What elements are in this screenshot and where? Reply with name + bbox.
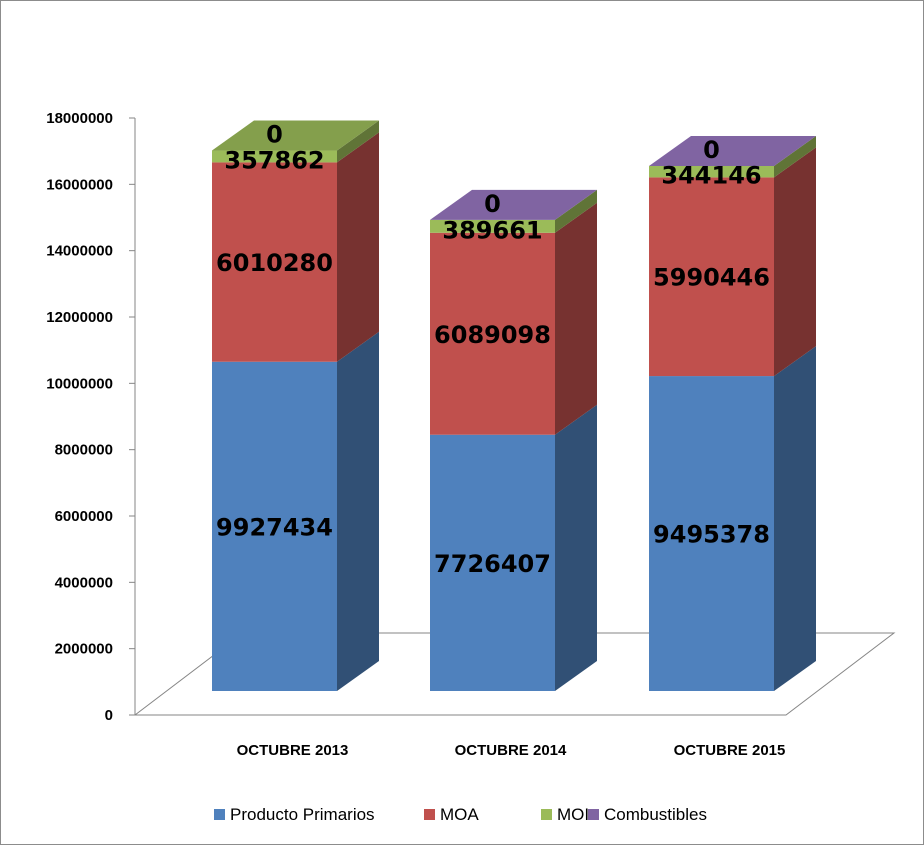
bar-segment-side — [774, 135, 816, 178]
data-label: 357862 — [224, 146, 324, 174]
legend: Producto Primarios MOA MOI Combustibles — [214, 805, 707, 824]
legend-swatch — [588, 809, 599, 820]
bar-top — [430, 189, 597, 220]
bar-segment-side — [774, 147, 816, 377]
bar-segment — [430, 232, 555, 435]
bar-top — [212, 120, 379, 151]
y-tick-label: 6000000 — [55, 508, 113, 525]
y-tick-label: 4000000 — [55, 574, 113, 591]
data-label: 0 — [484, 190, 501, 218]
bar-segment-side — [337, 331, 379, 691]
data-label: 9495378 — [653, 521, 770, 549]
bar-segment-side — [555, 404, 597, 691]
legend-swatch — [214, 809, 225, 820]
y-tick-label: 0 — [105, 707, 113, 724]
y-tick-label: 12000000 — [46, 309, 113, 326]
data-label: 389661 — [442, 216, 542, 244]
bar-segment — [430, 434, 555, 691]
bar-top — [649, 135, 816, 166]
data-label: 6089098 — [434, 321, 551, 349]
bar-segment-side — [337, 120, 379, 163]
legend-swatch — [541, 809, 552, 820]
bar-segment-side — [555, 202, 597, 435]
data-label: 344146 — [661, 162, 761, 190]
data-label: 6010280 — [216, 249, 333, 277]
data-label: 7726407 — [434, 550, 551, 578]
bar-segment — [649, 177, 774, 377]
y-tick-label: 18000000 — [46, 110, 113, 127]
x-tick-label: OCTUBRE 2013 — [237, 742, 349, 759]
y-tick-label: 16000000 — [46, 176, 113, 193]
x-tick-label: OCTUBRE 2015 — [674, 742, 786, 759]
data-label: 5990446 — [653, 264, 770, 292]
bar-segment-side — [774, 346, 816, 691]
bar-segment — [649, 376, 774, 691]
x-tick-label: OCTUBRE 2014 — [455, 742, 567, 759]
y-tick-label: 14000000 — [46, 243, 113, 260]
bar-segment-side — [555, 189, 597, 233]
bar-segment — [649, 165, 774, 178]
legend-label: MOA — [440, 805, 479, 824]
bar-segment-side — [337, 132, 379, 362]
bar-segment — [212, 361, 337, 691]
legend-label: Combustibles — [604, 805, 707, 824]
bar-segment — [430, 219, 555, 233]
y-tick-label: 8000000 — [55, 442, 113, 459]
bar-segment — [212, 150, 337, 163]
data-label: 0 — [266, 121, 283, 149]
legend-label: Producto Primarios — [230, 805, 375, 824]
data-label: 9927434 — [216, 513, 333, 541]
legend-label: MOI — [557, 805, 589, 824]
bar-segment — [212, 162, 337, 362]
legend-swatch — [424, 809, 435, 820]
y-tick-label: 2000000 — [55, 641, 113, 658]
y-tick-label: 10000000 — [46, 375, 113, 392]
data-label: 0 — [703, 136, 720, 164]
